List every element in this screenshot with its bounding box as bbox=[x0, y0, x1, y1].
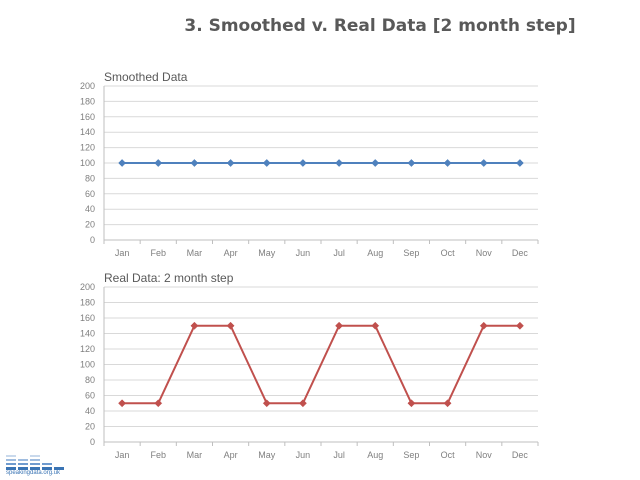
data-point bbox=[443, 159, 452, 167]
x-tick-label: Jun bbox=[296, 450, 311, 460]
x-tick-label: May bbox=[258, 450, 276, 460]
x-tick-label: Jun bbox=[296, 248, 311, 258]
logo-text: speakingdata.org.uk bbox=[6, 470, 61, 476]
data-point bbox=[371, 321, 380, 330]
x-tick-label: Oct bbox=[441, 450, 456, 460]
data-point bbox=[118, 399, 127, 408]
x-tick-label: Sep bbox=[403, 450, 419, 460]
data-point bbox=[443, 399, 452, 408]
data-point bbox=[371, 159, 380, 167]
series-line bbox=[122, 324, 520, 405]
data-point bbox=[154, 159, 163, 167]
y-tick-label: 0 bbox=[90, 235, 95, 245]
x-tick-label: Jan bbox=[115, 248, 130, 258]
logo-bars-icon bbox=[6, 455, 64, 470]
x-tick-label: Feb bbox=[150, 450, 166, 460]
y-tick-label: 120 bbox=[80, 344, 95, 354]
page-title: 3. Smoothed v. Real Data [2 month step] bbox=[184, 16, 576, 36]
data-point bbox=[335, 321, 344, 330]
y-tick-label: 100 bbox=[80, 360, 95, 370]
x-tick-label: Mar bbox=[187, 450, 203, 460]
speakingdata-logo: speakingdata.org.uk bbox=[4, 453, 70, 479]
x-tick-label: Jan bbox=[115, 450, 130, 460]
x-tick-label: Feb bbox=[150, 248, 166, 258]
x-tick-label: Jul bbox=[333, 450, 345, 460]
x-tick-label: Oct bbox=[441, 248, 456, 258]
y-tick-label: 40 bbox=[85, 406, 95, 416]
data-point bbox=[298, 399, 307, 408]
y-tick-label: 200 bbox=[80, 282, 95, 292]
x-tick-label: Dec bbox=[512, 248, 529, 258]
data-point bbox=[479, 321, 488, 330]
y-tick-label: 80 bbox=[85, 375, 95, 385]
data-point bbox=[515, 321, 524, 330]
y-tick-label: 200 bbox=[80, 81, 95, 91]
x-tick-label: Apr bbox=[224, 450, 238, 460]
y-tick-label: 80 bbox=[85, 173, 95, 183]
y-tick-label: 100 bbox=[80, 158, 95, 168]
y-tick-label: 20 bbox=[85, 220, 95, 230]
data-point bbox=[190, 321, 199, 330]
y-tick-label: 40 bbox=[85, 204, 95, 214]
data-point bbox=[262, 399, 271, 408]
data-point bbox=[226, 321, 235, 330]
y-tick-label: 160 bbox=[80, 112, 95, 122]
data-point bbox=[154, 399, 163, 408]
x-tick-label: Nov bbox=[476, 248, 493, 258]
data-point bbox=[335, 159, 344, 167]
real-data-chart: Real Data: 2 month step 0 20 40 60 80 100 120 14… bbox=[80, 271, 539, 460]
y-tick-label: 60 bbox=[85, 189, 95, 199]
y-tick-label: 180 bbox=[80, 298, 95, 308]
y-tick-label: 120 bbox=[80, 143, 95, 153]
data-point bbox=[190, 159, 199, 167]
y-tick-label: 20 bbox=[85, 422, 95, 432]
data-point bbox=[407, 159, 416, 167]
y-tick-label: 160 bbox=[80, 313, 95, 323]
data-point bbox=[118, 159, 127, 167]
x-tick-label: Mar bbox=[187, 248, 203, 258]
x-tick-label: Jul bbox=[333, 248, 345, 258]
x-tick-label: Apr bbox=[224, 248, 238, 258]
data-point bbox=[479, 159, 488, 167]
x-tick-label: May bbox=[258, 248, 276, 258]
data-point bbox=[515, 159, 524, 167]
smoothed-data-chart: Smoothed Data 0 20 40 60 80 100 120 140 160 180 200… bbox=[80, 70, 539, 258]
x-tick-label: Sep bbox=[403, 248, 419, 258]
y-tick-label: 60 bbox=[85, 391, 95, 401]
data-point bbox=[298, 159, 307, 167]
x-tick-label: Nov bbox=[476, 450, 493, 460]
x-tick-label: Dec bbox=[512, 450, 529, 460]
y-tick-label: 140 bbox=[80, 127, 95, 137]
x-tick-label: Aug bbox=[367, 248, 383, 258]
data-point bbox=[226, 159, 235, 167]
y-tick-label: 140 bbox=[80, 329, 95, 339]
data-point bbox=[407, 399, 416, 408]
data-point bbox=[262, 159, 271, 167]
chart-title: Real Data: 2 month step bbox=[104, 271, 234, 285]
x-tick-label: Aug bbox=[367, 450, 383, 460]
y-tick-label: 180 bbox=[80, 96, 95, 106]
y-tick-label: 0 bbox=[90, 437, 95, 447]
chart-title: Smoothed Data bbox=[104, 70, 188, 84]
